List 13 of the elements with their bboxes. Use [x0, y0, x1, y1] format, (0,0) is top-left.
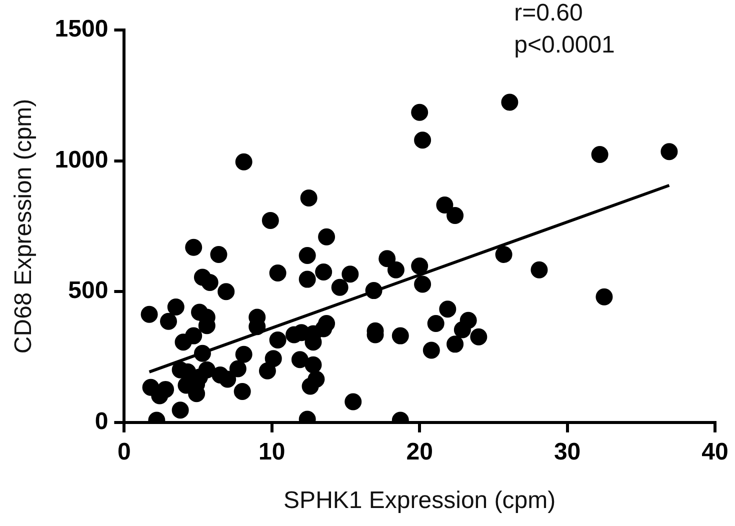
text: r=0.60 — [514, 0, 583, 27]
annotation: p<0.0001 — [514, 32, 615, 59]
x-tick-label: 10 — [258, 438, 286, 466]
x-tick-label: 0 — [118, 438, 131, 466]
y-tick-label: 0 — [94, 408, 108, 436]
y-tick-label: 1000 — [54, 146, 108, 174]
y-axis-title: CD68 Expression (cpm) — [10, 98, 38, 354]
x-axis-title: SPHK1 Expression (cpm) — [284, 487, 556, 514]
x-tick-label: 40 — [702, 438, 728, 466]
y-tick-label: 1500 — [54, 16, 108, 43]
y-tick-label: 500 — [68, 277, 108, 304]
x-tick-label: 20 — [406, 438, 433, 466]
x-tick-label: 30 — [554, 438, 581, 466]
